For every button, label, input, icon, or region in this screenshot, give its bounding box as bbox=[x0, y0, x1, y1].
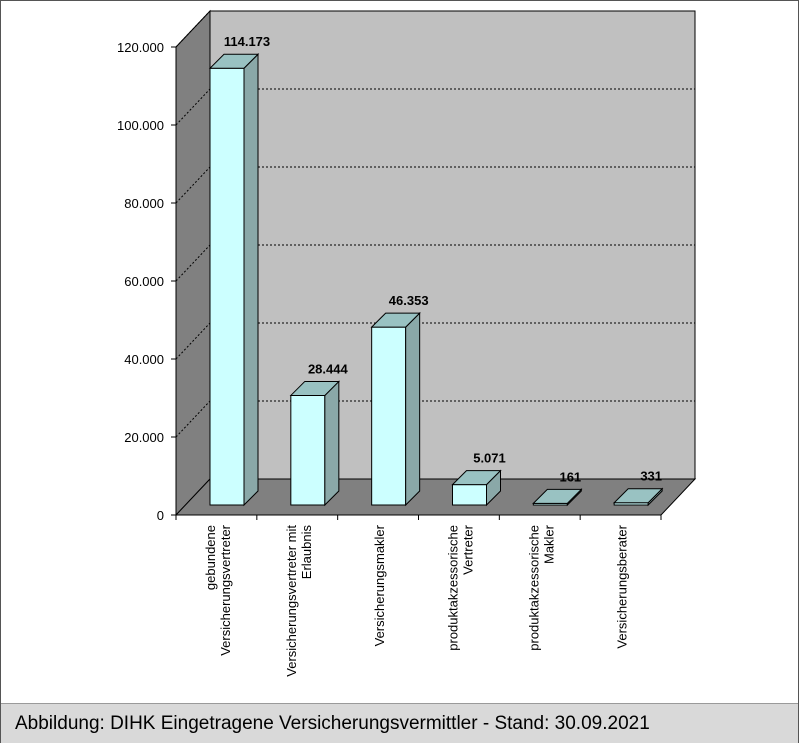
y-tick-label: 100.000 bbox=[117, 118, 164, 133]
value-label: 161 bbox=[559, 469, 581, 484]
y-tick-label: 120.000 bbox=[117, 40, 164, 55]
y-tick-label: 80.000 bbox=[124, 196, 164, 211]
value-label: 5.071 bbox=[473, 451, 506, 466]
category-label-line: Makler bbox=[541, 524, 556, 564]
bar-5 bbox=[612, 487, 664, 507]
category-label: Versicherungsvertreter mitErlaubnis bbox=[284, 525, 314, 677]
grid-line-side bbox=[175, 88, 211, 126]
grid-line-side bbox=[175, 322, 211, 360]
grid-line-side bbox=[175, 244, 211, 282]
category-label-line: Versicherungsmakler bbox=[372, 524, 387, 646]
category-label-line: Versicherungsberater bbox=[615, 524, 630, 648]
category-label-line: Vertreter bbox=[460, 524, 475, 575]
y-tick-label: 60.000 bbox=[124, 274, 164, 289]
category-label-line: Erlaubnis bbox=[299, 525, 314, 580]
value-label: 28.444 bbox=[308, 361, 349, 376]
bar-0 bbox=[208, 53, 260, 507]
bar-front bbox=[209, 67, 245, 506]
bar-top bbox=[532, 488, 583, 504]
bar-side bbox=[243, 53, 259, 507]
y-tick-label: 20.000 bbox=[124, 430, 164, 445]
value-label: 331 bbox=[640, 469, 662, 484]
category-label: produktakzessorischeVertreter bbox=[445, 524, 475, 650]
category-label: Versicherungsberater bbox=[615, 524, 630, 648]
y-tick-label: 40.000 bbox=[124, 352, 164, 367]
bars bbox=[208, 53, 664, 507]
category-label-line: produktakzessorische bbox=[445, 525, 460, 651]
bar-front bbox=[371, 326, 407, 506]
value-labels: 114.173 28.444 46.353 5.071 161 331 bbox=[224, 34, 662, 484]
value-label: 114.173 bbox=[224, 34, 270, 49]
category-labels: gebundeneVersicherungsvertreter Versicher… bbox=[175, 515, 662, 677]
bar-top bbox=[208, 53, 260, 69]
bar-top bbox=[612, 488, 664, 504]
figure-caption: Abbildung: DIHK Eingetragene Versicherun… bbox=[15, 713, 650, 734]
category-label-line: produktakzessorische bbox=[526, 525, 541, 651]
grid-lines bbox=[175, 10, 695, 438]
value-label: 46.353 bbox=[389, 293, 429, 308]
category-label-line: Versicherungsvertreter mit bbox=[284, 525, 299, 677]
y-axis: 0 20.000 40.000 60.000 80.000 100.000 120.000 bbox=[117, 40, 177, 523]
bar-top bbox=[370, 312, 421, 328]
grid-line-side bbox=[175, 166, 211, 204]
category-label: Versicherungsmakler bbox=[372, 524, 387, 646]
category-label-line: gebundene bbox=[203, 525, 218, 590]
bar-front bbox=[290, 394, 326, 506]
category-label: produktakzessorischeMakler bbox=[526, 524, 556, 650]
caption-bar: Abbildung: DIHK Eingetragene Versicherun… bbox=[1, 703, 798, 743]
category-label-line: Versicherungsvertreter bbox=[218, 524, 233, 655]
bar-front bbox=[452, 484, 487, 506]
bar-1 bbox=[289, 380, 341, 507]
bar-top bbox=[451, 470, 502, 486]
bar-side bbox=[324, 380, 340, 507]
bar-top bbox=[289, 380, 341, 396]
bar-3 bbox=[451, 469, 502, 507]
category-label: gebundeneVersicherungsvertreter bbox=[203, 524, 233, 655]
grid-line-side bbox=[175, 400, 211, 438]
grid-line-side bbox=[175, 10, 211, 48]
bar-2 bbox=[370, 311, 421, 507]
y-tick-label: 0 bbox=[157, 508, 164, 523]
bar-4 bbox=[532, 488, 583, 507]
bar-chart: 020.00040.00060.00080.000100.000120.000 … bbox=[117, 9, 697, 677]
bar-side bbox=[405, 311, 421, 507]
